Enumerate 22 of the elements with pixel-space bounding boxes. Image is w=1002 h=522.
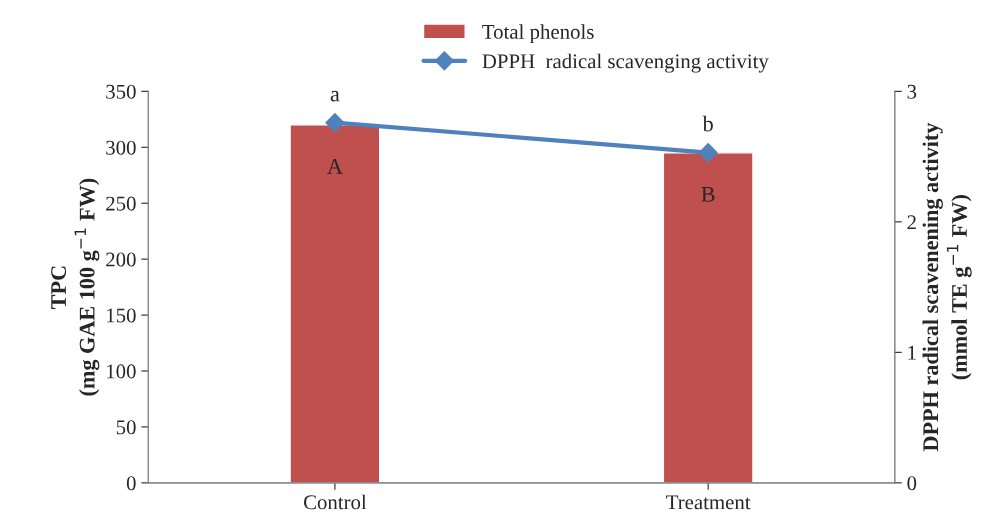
y-tick-label: 0 <box>126 476 136 491</box>
x-tick-label: Treatment <box>666 495 751 510</box>
legend-label: Total phenols <box>482 24 594 44</box>
y2-tick-label: 2 <box>907 215 916 230</box>
annotation: a <box>330 90 340 102</box>
y-tick-label: 50 <box>116 420 136 435</box>
y2-tick-label: 3 <box>907 84 917 99</box>
y-tick-label: 100 <box>107 364 136 379</box>
y-tick-label: 200 <box>106 252 136 267</box>
y-axis-title: TPC (mg GAE 100 g$^{−1}$ FW) <box>51 178 100 396</box>
x-tick-label: Control <box>303 494 367 510</box>
annotation: B <box>701 187 715 202</box>
y-tick-label: 300 <box>106 140 136 155</box>
y-tick-label: 350 <box>106 84 136 99</box>
annotation: A <box>327 158 343 174</box>
y-tick-label: 250 <box>106 196 136 211</box>
y2-tick-label: 0 <box>907 476 917 491</box>
y2-tick-label: 1 <box>908 345 916 360</box>
annotation: b <box>702 115 713 132</box>
y-tick-label: 150 <box>107 308 136 323</box>
legend-label: DPPH radical scavenging activity <box>482 53 769 73</box>
y2-axis-title: DPPH radical scavenening activity (mmol TE g$^{−1}$ FW) <box>922 122 972 452</box>
